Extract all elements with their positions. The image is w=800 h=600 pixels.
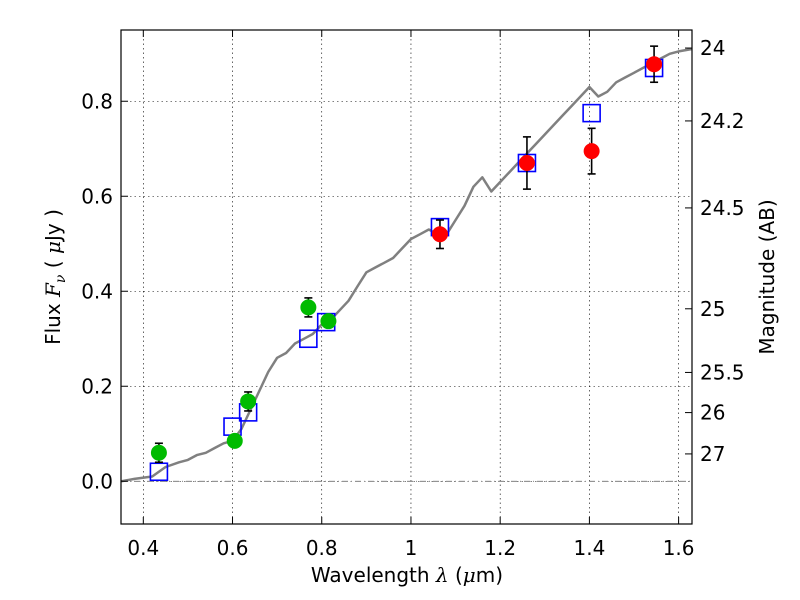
y2-tick-label: 24.2 bbox=[700, 109, 745, 133]
observed-point bbox=[320, 313, 337, 330]
y-axis-label: Flux Fν ( μJy ) bbox=[41, 209, 69, 345]
observed-point bbox=[518, 155, 535, 171]
x-axis-label: Wavelength λ (μm) bbox=[311, 563, 503, 587]
y2-tick-label: 24 bbox=[700, 36, 725, 60]
y2-tick-label: 25.5 bbox=[700, 360, 745, 384]
plot-frame bbox=[120, 29, 693, 525]
spectrum-line bbox=[120, 47, 693, 483]
y2-tick-label: 26 bbox=[700, 401, 725, 425]
x-tick-label: 1.6 bbox=[663, 536, 695, 560]
x-tick-label: 1 bbox=[405, 536, 418, 560]
x-tick-label: 0.4 bbox=[127, 536, 159, 560]
model-point bbox=[149, 462, 169, 482]
observed-point bbox=[646, 56, 663, 73]
x-tick-label: 1.2 bbox=[484, 536, 516, 560]
grid-lines bbox=[121, 30, 692, 524]
y2-tick-label: 25 bbox=[700, 297, 725, 321]
model-points-series bbox=[149, 58, 664, 482]
y-tick-label: 0.2 bbox=[81, 374, 113, 398]
observed-points-series bbox=[150, 45, 663, 464]
axis-ticks bbox=[121, 30, 692, 524]
y2-tick-label: 24.5 bbox=[700, 196, 745, 220]
model-point bbox=[299, 329, 318, 349]
tick-labels: 0.4 0.6 0.8 1 1.2 1.4 1.6 0.0 0.2 0.4 0.6 0.8 24 24.2… bbox=[81, 36, 744, 560]
x-tick-label: 1.4 bbox=[573, 536, 605, 560]
y2-tick-label: 27 bbox=[700, 442, 725, 466]
observed-point bbox=[431, 226, 448, 243]
observed-point bbox=[300, 299, 317, 316]
spectrum-series bbox=[120, 47, 693, 483]
model-point bbox=[582, 103, 601, 123]
observed-point bbox=[226, 432, 243, 449]
observed-point bbox=[583, 143, 600, 160]
y-tick-label: 0.4 bbox=[81, 279, 113, 303]
x-tick-label: 0.6 bbox=[217, 536, 249, 560]
y-tick-label: 0.8 bbox=[81, 89, 113, 113]
observed-point bbox=[150, 444, 167, 461]
observed-point bbox=[240, 393, 257, 410]
y-tick-label: 0.0 bbox=[81, 469, 113, 493]
y-tick-label: 0.6 bbox=[81, 184, 113, 208]
x-tick-label: 0.8 bbox=[306, 536, 338, 560]
y2-axis-label: Magnitude (AB) bbox=[755, 199, 779, 354]
